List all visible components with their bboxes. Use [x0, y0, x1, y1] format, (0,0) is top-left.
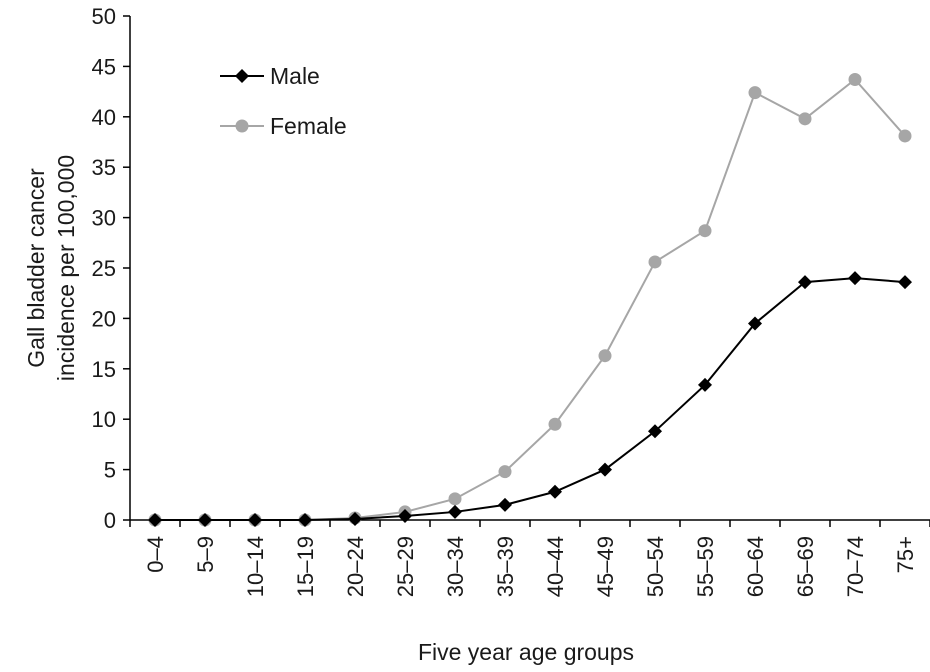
series-line-male	[155, 277, 906, 521]
data-point-male	[898, 275, 912, 290]
legend-item-male: Male	[220, 63, 320, 89]
data-point-female	[598, 349, 612, 363]
x-tick-label: 25–29	[393, 536, 418, 597]
data-point-male	[598, 462, 612, 477]
x-tick-label: 75+	[893, 536, 918, 573]
x-tick-label: 10–14	[243, 536, 268, 597]
x-tick-label: 40–44	[543, 536, 568, 597]
data-point-female	[898, 129, 912, 143]
legend-marker-female	[235, 119, 249, 133]
x-ticks: 0–4 5–9 10–14 15–19 20–24 25–29 30–34 35–39 40–4…	[129, 520, 930, 597]
legend-label-male: Male	[270, 63, 320, 89]
data-point-female	[848, 73, 862, 87]
data-point-male	[498, 497, 512, 512]
x-tick-label: 45–49	[593, 536, 618, 597]
x-tick-label: 0–4	[143, 536, 168, 573]
x-tick-label: 30–34	[443, 536, 468, 597]
data-point-male	[448, 504, 462, 519]
series-line-female	[155, 78, 906, 521]
data-point-male	[798, 275, 812, 290]
data-point-male	[548, 484, 562, 499]
y-ticks: 0 5 10 15 20 25 30 35 40 45 50	[92, 4, 130, 533]
series-female	[148, 73, 912, 527]
data-point-male	[748, 316, 762, 331]
data-point-male	[398, 508, 412, 523]
data-point-male	[248, 513, 262, 527]
x-axis-title: Five year age groups	[418, 639, 634, 665]
legend-item-female: Female	[220, 113, 347, 139]
series-group	[148, 73, 912, 527]
data-point-female	[748, 86, 762, 100]
data-point-male	[198, 513, 212, 527]
data-point-male	[698, 377, 712, 392]
x-tick-label: 60–64	[743, 536, 768, 597]
x-tick-label: 5–9	[193, 536, 218, 573]
data-point-female	[698, 224, 712, 238]
data-point-male	[348, 511, 362, 526]
series-male	[148, 271, 912, 527]
legend-marker-male	[235, 69, 249, 83]
data-point-female	[498, 465, 512, 479]
x-tick-label: 35–39	[493, 536, 518, 597]
data-point-male	[648, 424, 662, 439]
y-tick-label: 5	[104, 458, 116, 483]
y-tick-label: 15	[92, 357, 116, 382]
data-point-female	[448, 492, 462, 506]
data-point-female	[648, 255, 662, 269]
y-tick-label: 45	[92, 54, 116, 79]
y-tick-label: 50	[92, 4, 116, 29]
y-tick-label: 0	[104, 508, 116, 533]
legend-label-female: Female	[270, 113, 347, 139]
data-point-male	[848, 271, 862, 286]
x-tick-label: 50–54	[643, 536, 668, 597]
y-axis-title-line-2: incidence per 100,000	[53, 155, 79, 381]
data-point-female	[798, 112, 812, 126]
y-tick-label: 25	[92, 256, 116, 281]
y-tick-label: 10	[92, 407, 116, 432]
x-tick-label: 15–19	[293, 536, 318, 597]
data-point-male	[148, 513, 162, 527]
data-point-male	[298, 513, 312, 527]
y-tick-label: 40	[92, 105, 116, 130]
legend: Male Female	[220, 63, 347, 139]
y-tick-label: 35	[92, 155, 116, 180]
x-tick-label: 70–74	[843, 536, 868, 597]
x-tick-label: 55–59	[693, 536, 718, 597]
axes	[129, 16, 930, 521]
y-axis-title: Gall bladder cancer incidence per 100,00…	[23, 155, 79, 381]
y-tick-label: 20	[92, 306, 116, 331]
x-tick-label: 65–69	[793, 536, 818, 597]
y-tick-label: 30	[92, 206, 116, 231]
y-axis-title-line-1: Gall bladder cancer	[23, 168, 49, 368]
x-tick-label: 20–24	[343, 536, 368, 597]
data-point-female	[548, 417, 562, 431]
